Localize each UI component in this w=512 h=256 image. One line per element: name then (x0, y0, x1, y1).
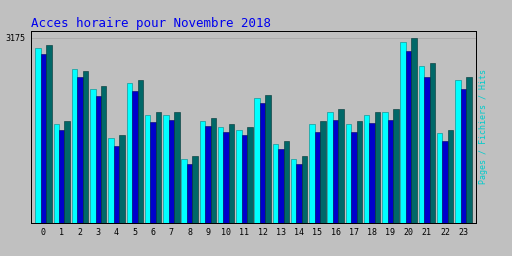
Bar (138, 80, 143, 223)
Bar (210, 118, 216, 223)
Bar (46, 45, 52, 223)
Bar (375, 112, 380, 223)
Y-axis label: Pages / Fichiers / Hits: Pages / Fichiers / Hits (479, 69, 488, 184)
Bar (411, 38, 417, 223)
Bar (314, 132, 320, 223)
Bar (229, 124, 234, 223)
Bar (174, 112, 180, 223)
Bar (419, 66, 424, 223)
Bar (132, 91, 138, 223)
Bar (72, 69, 77, 223)
Bar (101, 86, 106, 223)
Bar (455, 80, 461, 223)
Bar (90, 89, 96, 223)
Bar (96, 96, 101, 223)
Bar (400, 42, 406, 223)
Bar (356, 121, 362, 223)
Bar (388, 120, 393, 223)
Bar (236, 130, 242, 223)
Bar (333, 120, 338, 223)
Text: Acces horaire pour Novembre 2018: Acces horaire pour Novembre 2018 (31, 17, 271, 29)
Bar (291, 159, 296, 223)
Bar (156, 112, 161, 223)
Bar (430, 63, 435, 223)
Bar (382, 112, 388, 223)
Bar (309, 124, 314, 223)
Bar (218, 127, 223, 223)
Bar (302, 156, 307, 223)
Bar (278, 150, 284, 223)
Bar (442, 141, 448, 223)
Bar (338, 109, 344, 223)
Bar (260, 103, 265, 223)
Bar (41, 54, 46, 223)
Bar (59, 130, 65, 223)
Bar (200, 121, 205, 223)
Bar (223, 132, 229, 223)
Bar (193, 156, 198, 223)
Bar (448, 130, 453, 223)
Bar (327, 112, 333, 223)
Bar (242, 135, 247, 223)
Bar (369, 123, 375, 223)
Bar (265, 95, 271, 223)
Bar (284, 141, 289, 223)
Bar (346, 124, 351, 223)
Bar (205, 126, 210, 223)
Bar (119, 135, 125, 223)
Bar (114, 146, 119, 223)
Bar (151, 122, 156, 223)
Bar (272, 144, 278, 223)
Bar (145, 115, 151, 223)
Bar (168, 120, 174, 223)
Bar (54, 124, 59, 223)
Bar (461, 89, 466, 223)
Bar (351, 132, 356, 223)
Bar (126, 83, 132, 223)
Bar (247, 127, 252, 223)
Bar (393, 109, 398, 223)
Bar (437, 133, 442, 223)
Bar (163, 115, 168, 223)
Bar (65, 121, 70, 223)
Bar (466, 77, 472, 223)
Bar (424, 77, 430, 223)
Bar (181, 159, 187, 223)
Bar (77, 77, 83, 223)
Bar (406, 51, 411, 223)
Bar (35, 48, 41, 223)
Bar (320, 121, 326, 223)
Bar (364, 115, 369, 223)
Bar (254, 98, 260, 223)
Bar (109, 138, 114, 223)
Bar (187, 164, 193, 223)
Bar (83, 71, 88, 223)
Bar (296, 164, 302, 223)
